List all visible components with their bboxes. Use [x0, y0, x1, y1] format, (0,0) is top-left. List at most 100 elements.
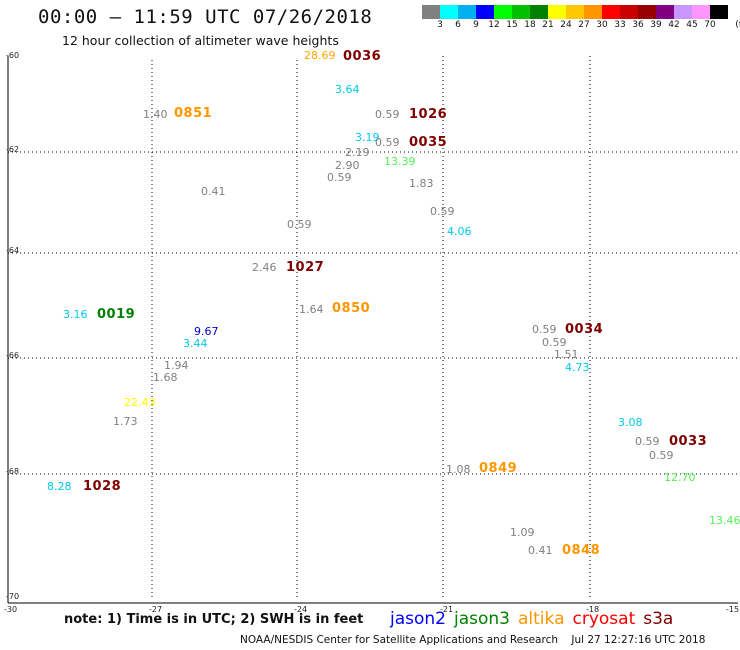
wave-height-value: 0.59: [635, 435, 660, 448]
wave-height-value: 3.64: [335, 83, 360, 96]
wave-height-value: 28.69: [304, 49, 336, 62]
wave-height-value: 1.51: [554, 348, 579, 361]
legend-tick-label: 45: [686, 20, 698, 30]
wave-height-value: 0.59: [532, 323, 557, 336]
legend-tick-label: 12: [488, 20, 500, 30]
legend-tick-label: 39: [650, 20, 662, 30]
legend-unit-label: (ft): [735, 20, 740, 30]
chart-subtitle: 12 hour collection of altimeter wave hei…: [62, 33, 339, 48]
legend-swatch: [674, 5, 692, 19]
wave-height-value: 1.64: [299, 303, 324, 316]
legend-swatch: [602, 5, 620, 19]
wave-height-value: 0.59: [542, 336, 567, 349]
legend-swatch: [566, 5, 584, 19]
legend-swatch: [548, 5, 566, 19]
wave-height-value: 1.08: [446, 463, 471, 476]
legend-swatch: [512, 5, 530, 19]
longitude-label: -24: [294, 605, 308, 614]
wave-height-value: 0.59: [649, 449, 674, 462]
pass-time-label: 0036: [343, 49, 382, 64]
wave-height-value: 0.41: [201, 185, 226, 198]
pass-time-label: 0851: [174, 106, 213, 121]
legend-swatch: [494, 5, 512, 19]
longitude-label: -30: [4, 605, 18, 614]
satellite-key-item: jason2: [390, 609, 446, 629]
wave-height-value: 1.09: [510, 526, 535, 539]
pass-time-label: 0848: [562, 543, 601, 558]
wave-height-value: 9.67: [194, 325, 219, 338]
legend-tick-label: 42: [668, 20, 680, 30]
wave-height-value: 8.28: [47, 480, 72, 493]
wave-height-value: 1.94: [164, 359, 189, 372]
legend-tick-label: 15: [506, 20, 518, 30]
wave-height-value: 2.19: [345, 146, 370, 159]
longitude-label: -21: [440, 605, 454, 614]
wave-height-value: 22.43: [124, 396, 156, 409]
pass-time-label: 1028: [83, 479, 122, 494]
legend-swatch: [710, 5, 728, 19]
legend-swatch: [620, 5, 638, 19]
wave-height-value: 0.59: [375, 136, 400, 149]
wave-height-value: 0.59: [327, 171, 352, 184]
pass-time-label: 1026: [409, 107, 448, 122]
wave-height-value: 0.59: [430, 205, 455, 218]
wave-height-value: 0.41: [528, 544, 553, 557]
latitude-label: -70: [6, 592, 20, 601]
wave-height-value: 1.40: [143, 108, 168, 121]
legend-swatch: [440, 5, 458, 19]
wave-height-value: 1.83: [409, 177, 434, 190]
legend-swatch: [530, 5, 548, 19]
wave-height-value: 0.59: [375, 108, 400, 121]
footer-note: note: 1) Time is in UTC; 2) SWH is in fe…: [64, 612, 364, 627]
satellite-key-item: s3a: [643, 609, 674, 629]
wave-height-value: 12.70: [664, 471, 696, 484]
legend-tick-label: 6: [455, 20, 461, 30]
legend-tick-label: 33: [614, 20, 626, 30]
pass-time-label: 0850: [332, 301, 371, 316]
pass-time-label: 0849: [479, 461, 518, 476]
latitude-label: -60: [6, 51, 20, 60]
legend-tick-label: 70: [704, 20, 716, 30]
wave-height-value: 13.46: [709, 514, 740, 527]
longitude-label: -27: [149, 605, 163, 614]
satellite-key: jason2 jason3 altika cryosat s3a: [390, 609, 681, 629]
wave-height-value: 3.16: [63, 308, 88, 321]
wave-height-value: 0.59: [287, 218, 312, 231]
pass-time-label: 1027: [286, 260, 325, 275]
legend-tick-label: 36: [632, 20, 644, 30]
longitude-label: -15: [726, 605, 740, 614]
legend-swatch: [584, 5, 602, 19]
wave-height-value: 2.90: [335, 159, 360, 172]
wave-height-value: 3.08: [618, 416, 643, 429]
legend-swatch: [656, 5, 674, 19]
satellite-key-item: jason3: [454, 609, 510, 629]
legend-tick-label: 30: [596, 20, 608, 30]
satellite-key-item: altika: [518, 609, 565, 629]
legend-swatch: [458, 5, 476, 19]
pass-time-label: 0034: [565, 322, 604, 337]
satellite-key-item: cryosat: [572, 609, 636, 629]
legend-tick-label: 27: [578, 20, 590, 30]
legend-tick-label: 24: [560, 20, 572, 30]
longitude-label: -18: [586, 605, 600, 614]
latitude-label: -66: [6, 351, 20, 360]
wave-height-value: 1.73: [113, 415, 138, 428]
credit-line: NOAA/NESDIS Center for Satellite Applica…: [240, 634, 706, 646]
latitude-label: -68: [6, 467, 20, 476]
legend-tick-label: 3: [437, 20, 443, 30]
pass-time-label: 0035: [409, 135, 448, 150]
legend-swatch: [422, 5, 440, 19]
pass-time-label: 0019: [97, 307, 136, 322]
wave-height-value: 4.73: [565, 361, 590, 374]
wave-height-value: 13.39: [384, 155, 416, 168]
legend-tick-label: 9: [473, 20, 479, 30]
legend-swatch: [638, 5, 656, 19]
pass-time-label: 0033: [669, 434, 708, 449]
legend-swatch: [476, 5, 494, 19]
legend-tick-label: 21: [542, 20, 554, 30]
legend-swatch: [692, 5, 710, 19]
latitude-label: -62: [6, 145, 20, 154]
latitude-label: -64: [6, 246, 20, 255]
wave-height-value: 3.44: [183, 337, 208, 350]
